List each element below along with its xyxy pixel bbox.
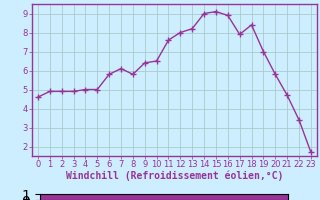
X-axis label: Windchill (Refroidissement éolien,°C): Windchill (Refroidissement éolien,°C) [66,171,283,181]
